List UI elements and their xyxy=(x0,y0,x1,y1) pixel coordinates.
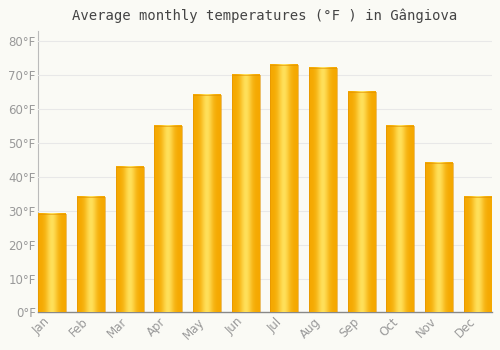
Title: Average monthly temperatures (°F ) in Gângiova: Average monthly temperatures (°F ) in Gâ… xyxy=(72,8,458,23)
